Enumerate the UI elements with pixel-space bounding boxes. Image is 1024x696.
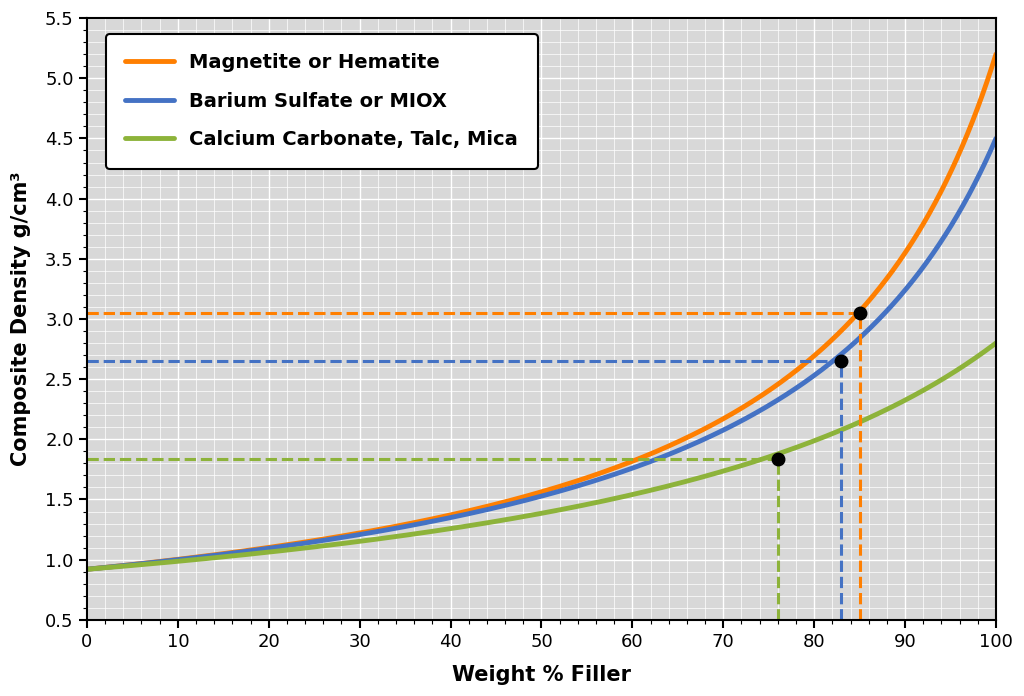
Barium Sulfate or MIOX: [797, 379, 809, 388]
Magnetite or Hematite: [81, 565, 93, 574]
Barium Sulfate or MIOX: [81, 565, 93, 574]
Magnetite or Hematite: [523, 491, 536, 500]
Calcium Carbonate, Talc, Mica: [81, 565, 93, 574]
Calcium Carbonate, Talc, Mica: [990, 339, 1002, 347]
Calcium Carbonate, Talc, Mica: [797, 441, 809, 449]
Magnetite or Hematite: [499, 498, 511, 506]
Magnetite or Hematite: [990, 50, 1002, 58]
Barium Sulfate or MIOX: [963, 190, 975, 198]
Barium Sulfate or MIOX: [127, 560, 139, 569]
Calcium Carbonate, Talc, Mica: [127, 561, 139, 569]
Calcium Carbonate, Talc, Mica: [963, 358, 975, 366]
Magnetite or Hematite: [964, 125, 976, 133]
Line: Calcium Carbonate, Talc, Mica: Calcium Carbonate, Talc, Mica: [87, 343, 996, 569]
Calcium Carbonate, Talc, Mica: [499, 516, 511, 524]
Calcium Carbonate, Talc, Mica: [964, 358, 976, 366]
Barium Sulfate or MIOX: [523, 496, 536, 504]
Barium Sulfate or MIOX: [964, 189, 976, 198]
Calcium Carbonate, Talc, Mica: [523, 512, 536, 520]
Magnetite or Hematite: [797, 361, 809, 370]
Magnetite or Hematite: [127, 560, 139, 569]
Magnetite or Hematite: [963, 125, 975, 134]
Legend: Magnetite or Hematite, Barium Sulfate or MIOX, Calcium Carbonate, Talc, Mica: Magnetite or Hematite, Barium Sulfate or…: [105, 34, 538, 168]
X-axis label: Weight % Filler: Weight % Filler: [452, 665, 631, 685]
Barium Sulfate or MIOX: [499, 501, 511, 509]
Barium Sulfate or MIOX: [990, 134, 1002, 143]
Line: Barium Sulfate or MIOX: Barium Sulfate or MIOX: [87, 139, 996, 569]
Y-axis label: Composite Density g/cm³: Composite Density g/cm³: [11, 172, 31, 466]
Line: Magnetite or Hematite: Magnetite or Hematite: [87, 54, 996, 569]
